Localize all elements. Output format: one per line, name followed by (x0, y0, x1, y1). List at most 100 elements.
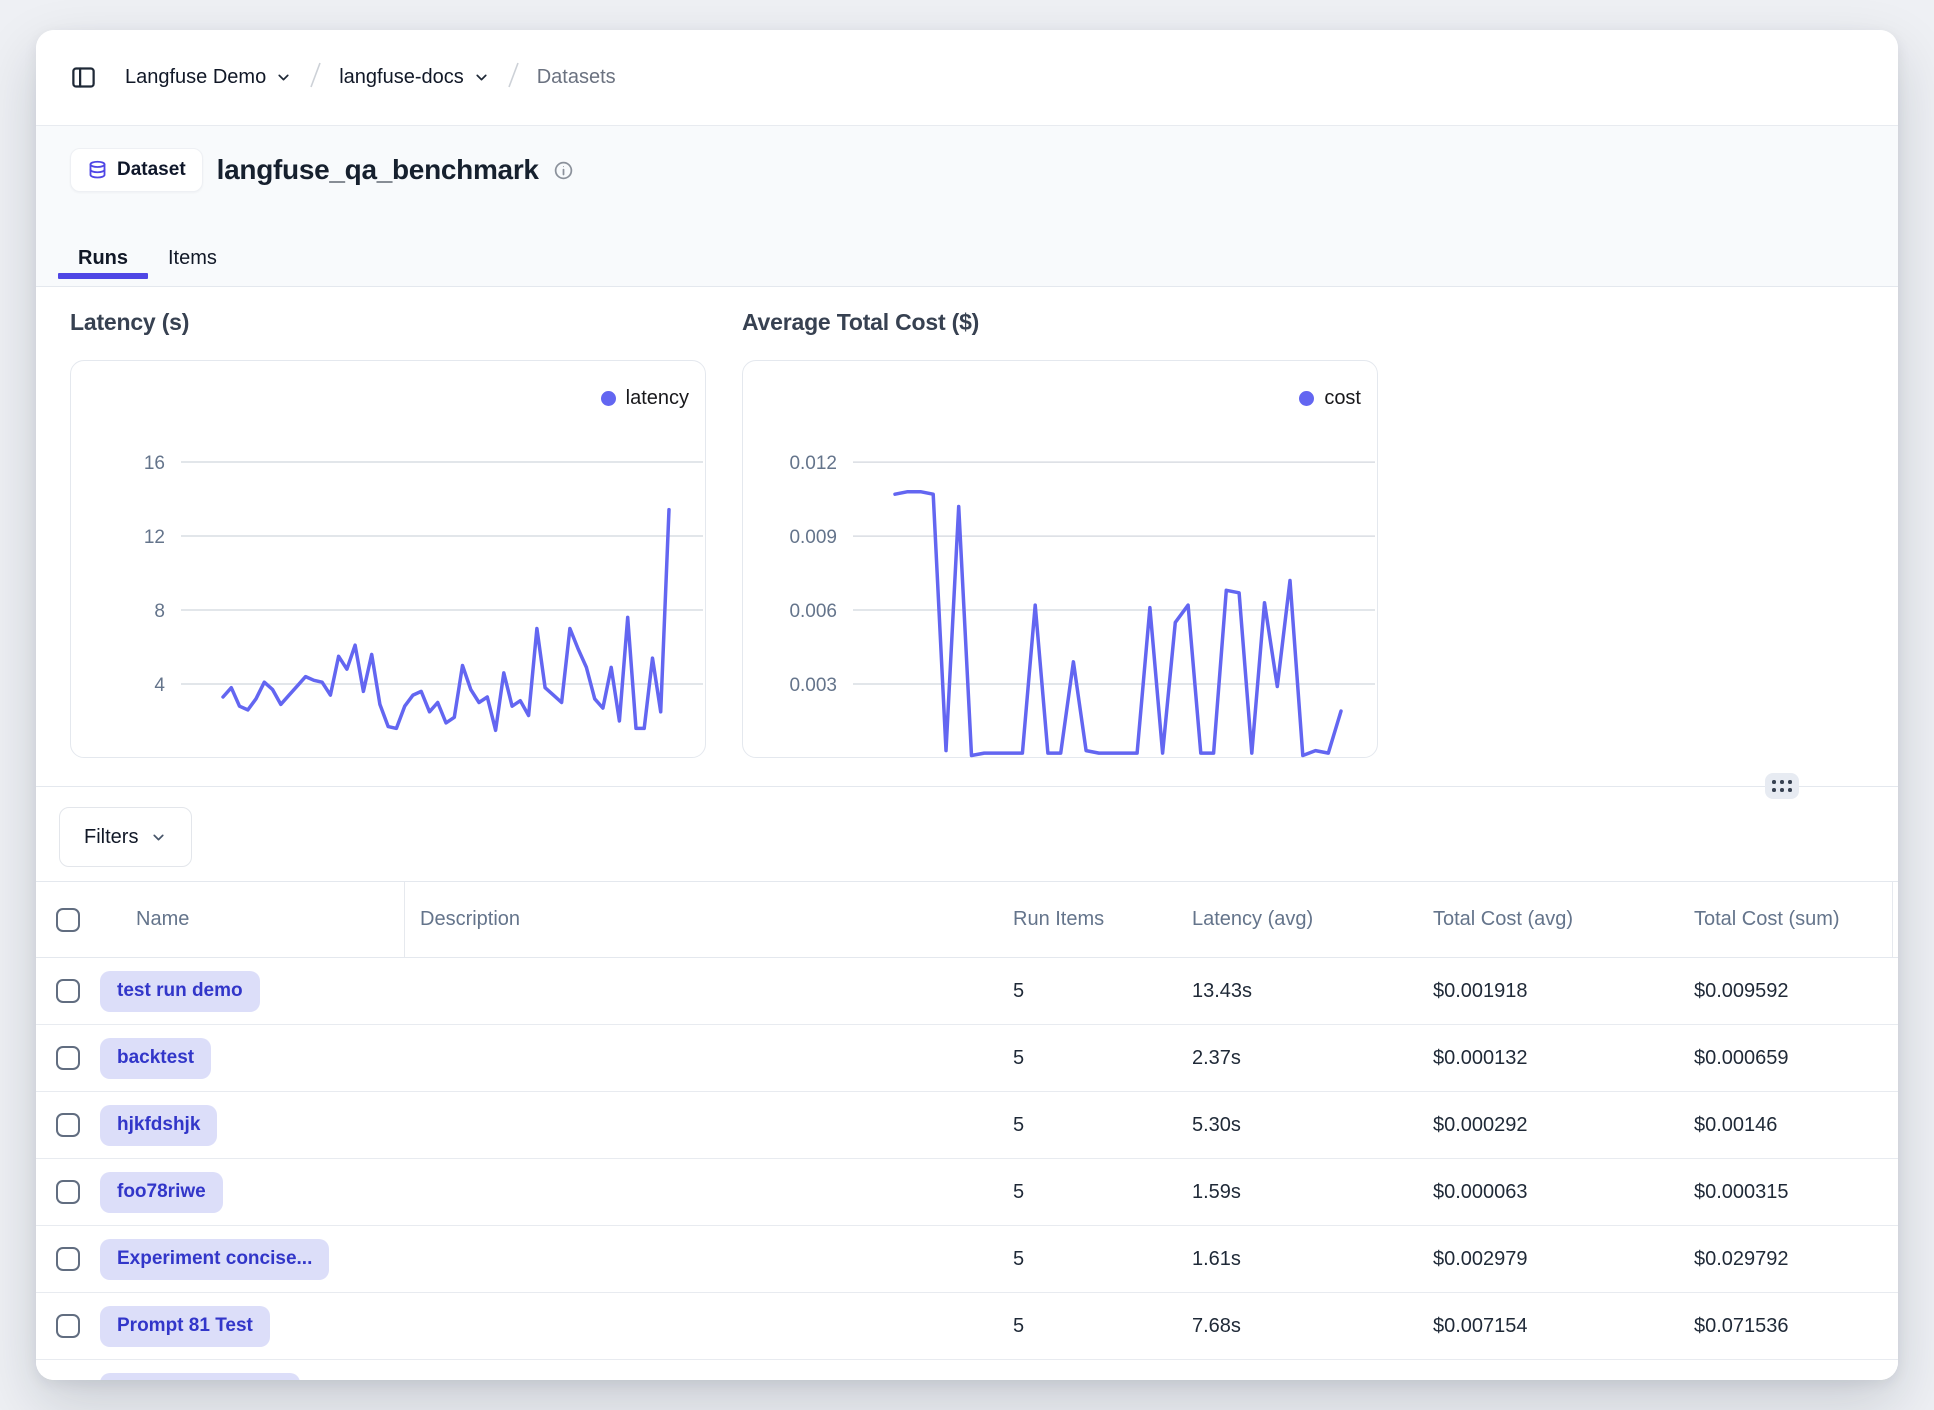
latency-avg-value: 2.37s (1192, 1025, 1241, 1091)
tab-label: Items (168, 247, 217, 269)
column-header-run-items[interactable]: Run Items (1013, 882, 1104, 957)
run-name-chip[interactable]: Prompt 81 Test (100, 1306, 270, 1347)
drag-dots-icon (1772, 780, 1793, 793)
total-cost-sum-value: $0.071536 (1694, 1293, 1789, 1359)
svg-text:0.009: 0.009 (789, 527, 837, 548)
cost-chart-legend: cost (1299, 387, 1361, 410)
column-header-total-cost-avg[interactable]: Total Cost (avg) (1433, 882, 1573, 957)
breadcrumb-separator (308, 60, 323, 95)
dataset-badge: Dataset (70, 148, 203, 192)
row-checkbox[interactable] (56, 979, 80, 1003)
svg-text:8: 8 (154, 601, 165, 622)
run-name-chip[interactable] (100, 1373, 300, 1380)
svg-text:0.006: 0.006 (789, 601, 837, 622)
database-icon (87, 160, 108, 181)
active-tab-underline (58, 273, 148, 279)
breadcrumb-section[interactable]: Datasets (537, 66, 616, 89)
run-name-chip[interactable]: foo78riwe (100, 1172, 223, 1213)
filters-row: Filters (36, 786, 1898, 881)
table-body: test run demo513.43s$0.001918$0.009592ba… (36, 958, 1898, 1380)
sidebar-toggle-button[interactable] (70, 64, 97, 91)
run-items-value: 5 (1013, 1092, 1024, 1158)
tab-runs[interactable]: Runs (58, 247, 148, 286)
svg-text:0.003: 0.003 (789, 675, 837, 696)
table-row: test run demo 5 13.43s $0.001918 $0.009592 (36, 958, 1898, 1025)
legend-label: cost (1324, 387, 1361, 410)
total-cost-sum-value: $0.00146 (1694, 1092, 1777, 1158)
table-row: foo78riwe 5 1.59s $0.000063 $0.000315 (36, 1159, 1898, 1226)
breadcrumb-separator (506, 60, 521, 95)
run-items-value: 5 (1013, 1293, 1024, 1359)
latency-chart-legend: latency (601, 387, 689, 410)
total-cost-sum-value: $0.000659 (1694, 1025, 1789, 1091)
legend-dot-icon (1299, 391, 1314, 406)
cost-chart-plot: 0.003 0.006 0.009 0.012 (743, 361, 1379, 759)
column-header-total-cost-sum[interactable]: Total Cost (sum) (1694, 882, 1840, 957)
latency-avg-value: 5.30s (1192, 1092, 1241, 1158)
breadcrumb-organization[interactable]: Langfuse Demo (125, 66, 292, 89)
chevron-down-icon (473, 69, 490, 86)
svg-text:16: 16 (144, 453, 165, 474)
run-name-chip[interactable]: Experiment concise... (100, 1239, 329, 1280)
latency-chart: 4 8 12 16 latency (70, 360, 706, 758)
filters-button[interactable]: Filters (59, 807, 192, 867)
runs-table: Name Description Run Items Latency (avg)… (36, 881, 1898, 1380)
panel-left-icon (70, 64, 97, 91)
total-cost-avg-value: $0.002979 (1433, 1226, 1528, 1292)
table-row: hjkfdshjk 5 5.30s $0.000292 $0.00146 (36, 1092, 1898, 1159)
row-checkbox[interactable] (56, 1113, 80, 1137)
section-resize-handle[interactable] (1765, 773, 1799, 799)
chevron-down-icon (275, 69, 292, 86)
total-cost-avg-value: $0.000063 (1433, 1159, 1528, 1225)
latency-chart-plot: 4 8 12 16 (71, 361, 707, 759)
charts-section: Latency (s) 481216 latency Average Total… (36, 287, 1898, 786)
tab-items[interactable]: Items (148, 247, 237, 286)
dataset-header: Dataset langfuse_qa_benchmark Runs Items (36, 125, 1898, 287)
select-all-checkbox[interactable] (56, 908, 80, 932)
chevron-down-icon (150, 829, 167, 846)
total-cost-sum-value: $0.009592 (1694, 958, 1789, 1024)
svg-text:12: 12 (144, 527, 165, 548)
column-header-description[interactable]: Description (420, 882, 520, 957)
run-name-chip[interactable]: backtest (100, 1038, 211, 1079)
total-cost-avg-value: $0.000292 (1433, 1092, 1528, 1158)
legend-dot-icon (601, 391, 616, 406)
row-checkbox[interactable] (56, 1046, 80, 1070)
row-checkbox[interactable] (56, 1247, 80, 1271)
svg-text:0.012: 0.012 (789, 453, 837, 474)
project-name: langfuse-docs (339, 66, 464, 89)
run-items-value: 5 (1013, 958, 1024, 1024)
column-header-latency-avg[interactable]: Latency (avg) (1192, 882, 1313, 957)
tab-bar: Runs Items (58, 247, 237, 286)
latency-avg-value: 1.59s (1192, 1159, 1241, 1225)
app-card: Langfuse Demo langfuse-docs Datasets (36, 30, 1898, 1380)
run-items-value: 5 (1013, 1025, 1024, 1091)
organization-name: Langfuse Demo (125, 66, 266, 89)
cost-chart-title: Average Total Cost ($) (742, 309, 1378, 336)
table-header-row: Name Description Run Items Latency (avg)… (36, 881, 1898, 958)
table-row: Experiment concise...51.61s$0.002979$0.0… (36, 1226, 1898, 1293)
filters-button-label: Filters (84, 826, 138, 849)
table-row-partial (36, 1360, 1898, 1380)
tab-label: Runs (78, 247, 128, 269)
svg-text:4: 4 (154, 675, 165, 696)
row-checkbox[interactable] (56, 1314, 80, 1338)
total-cost-avg-value: $0.001918 (1433, 958, 1528, 1024)
table-row: backtest 5 2.37s $0.000132 $0.000659 (36, 1025, 1898, 1092)
run-name-chip[interactable]: test run demo (100, 971, 260, 1012)
legend-label: latency (626, 387, 689, 410)
latency-avg-value: 13.43s (1192, 958, 1252, 1024)
page-title: langfuse_qa_benchmark (217, 154, 539, 186)
latency-avg-value: 1.61s (1192, 1226, 1241, 1292)
total-cost-avg-value: $0.000132 (1433, 1025, 1528, 1091)
breadcrumb: Langfuse Demo langfuse-docs Datasets (36, 30, 1898, 125)
breadcrumb-project[interactable]: langfuse-docs (339, 66, 490, 89)
run-name-chip[interactable]: hjkfdshjk (100, 1105, 217, 1146)
run-items-value: 5 (1013, 1159, 1024, 1225)
table-row: Prompt 81 Test57.68s$0.007154$0.071536 (36, 1293, 1898, 1360)
column-header-name[interactable]: Name (136, 882, 189, 957)
info-icon[interactable] (553, 160, 574, 181)
run-items-value: 5 (1013, 1226, 1024, 1292)
row-checkbox[interactable] (56, 1180, 80, 1204)
total-cost-sum-value: $0.000315 (1694, 1159, 1789, 1225)
